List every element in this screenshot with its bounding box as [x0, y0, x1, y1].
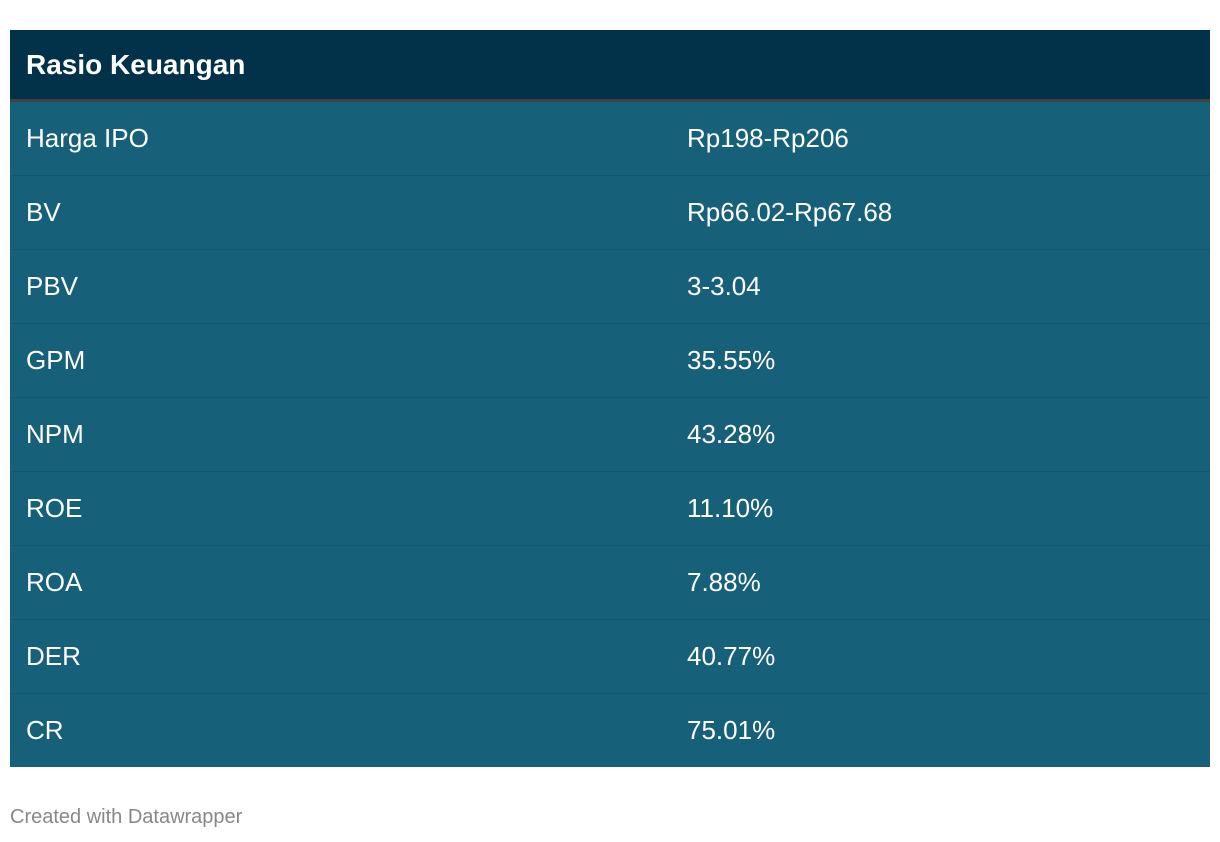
table-row: ROE 11.10%	[10, 471, 1211, 546]
row-value: 7.88%	[671, 545, 1211, 620]
row-value: Rp198-Rp206	[671, 100, 1211, 176]
row-value: Rp66.02-Rp67.68	[671, 175, 1211, 250]
table-row: GPM 35.55%	[10, 323, 1211, 398]
table-row: NPM 43.28%	[10, 397, 1211, 472]
row-label: CR	[10, 693, 671, 767]
ratio-table-container: Rasio Keuangan Harga IPO Rp198-Rp206 BV …	[10, 30, 1211, 767]
table-row: PBV 3-3.04	[10, 249, 1211, 324]
row-label: Harga IPO	[10, 100, 671, 176]
row-value: 3-3.04	[671, 249, 1211, 324]
row-label: GPM	[10, 323, 671, 398]
table-row: BV Rp66.02-Rp67.68	[10, 175, 1211, 250]
table-header: Rasio Keuangan	[10, 30, 1211, 102]
row-value: 43.28%	[671, 397, 1211, 472]
row-value: 35.55%	[671, 323, 1211, 398]
row-label: DER	[10, 619, 671, 694]
table-row: Harga IPO Rp198-Rp206	[10, 100, 1211, 176]
row-label: ROA	[10, 545, 671, 620]
datawrapper-credit-link[interactable]: Created with Datawrapper	[10, 806, 243, 828]
row-label: BV	[10, 175, 671, 250]
row-value: 11.10%	[671, 471, 1211, 546]
table-title: Rasio Keuangan	[10, 30, 1211, 102]
header-row: Rasio Keuangan	[10, 30, 1211, 102]
row-label: PBV	[10, 249, 671, 324]
ratio-table: Rasio Keuangan Harga IPO Rp198-Rp206 BV …	[10, 30, 1211, 767]
row-label: ROE	[10, 471, 671, 546]
table-body: Harga IPO Rp198-Rp206 BV Rp66.02-Rp67.68…	[10, 100, 1211, 767]
table-row: ROA 7.88%	[10, 545, 1211, 620]
row-value: 75.01%	[671, 693, 1211, 767]
table-row: DER 40.77%	[10, 619, 1211, 694]
table-row: CR 75.01%	[10, 693, 1211, 767]
row-label: NPM	[10, 397, 671, 472]
row-value: 40.77%	[671, 619, 1211, 694]
